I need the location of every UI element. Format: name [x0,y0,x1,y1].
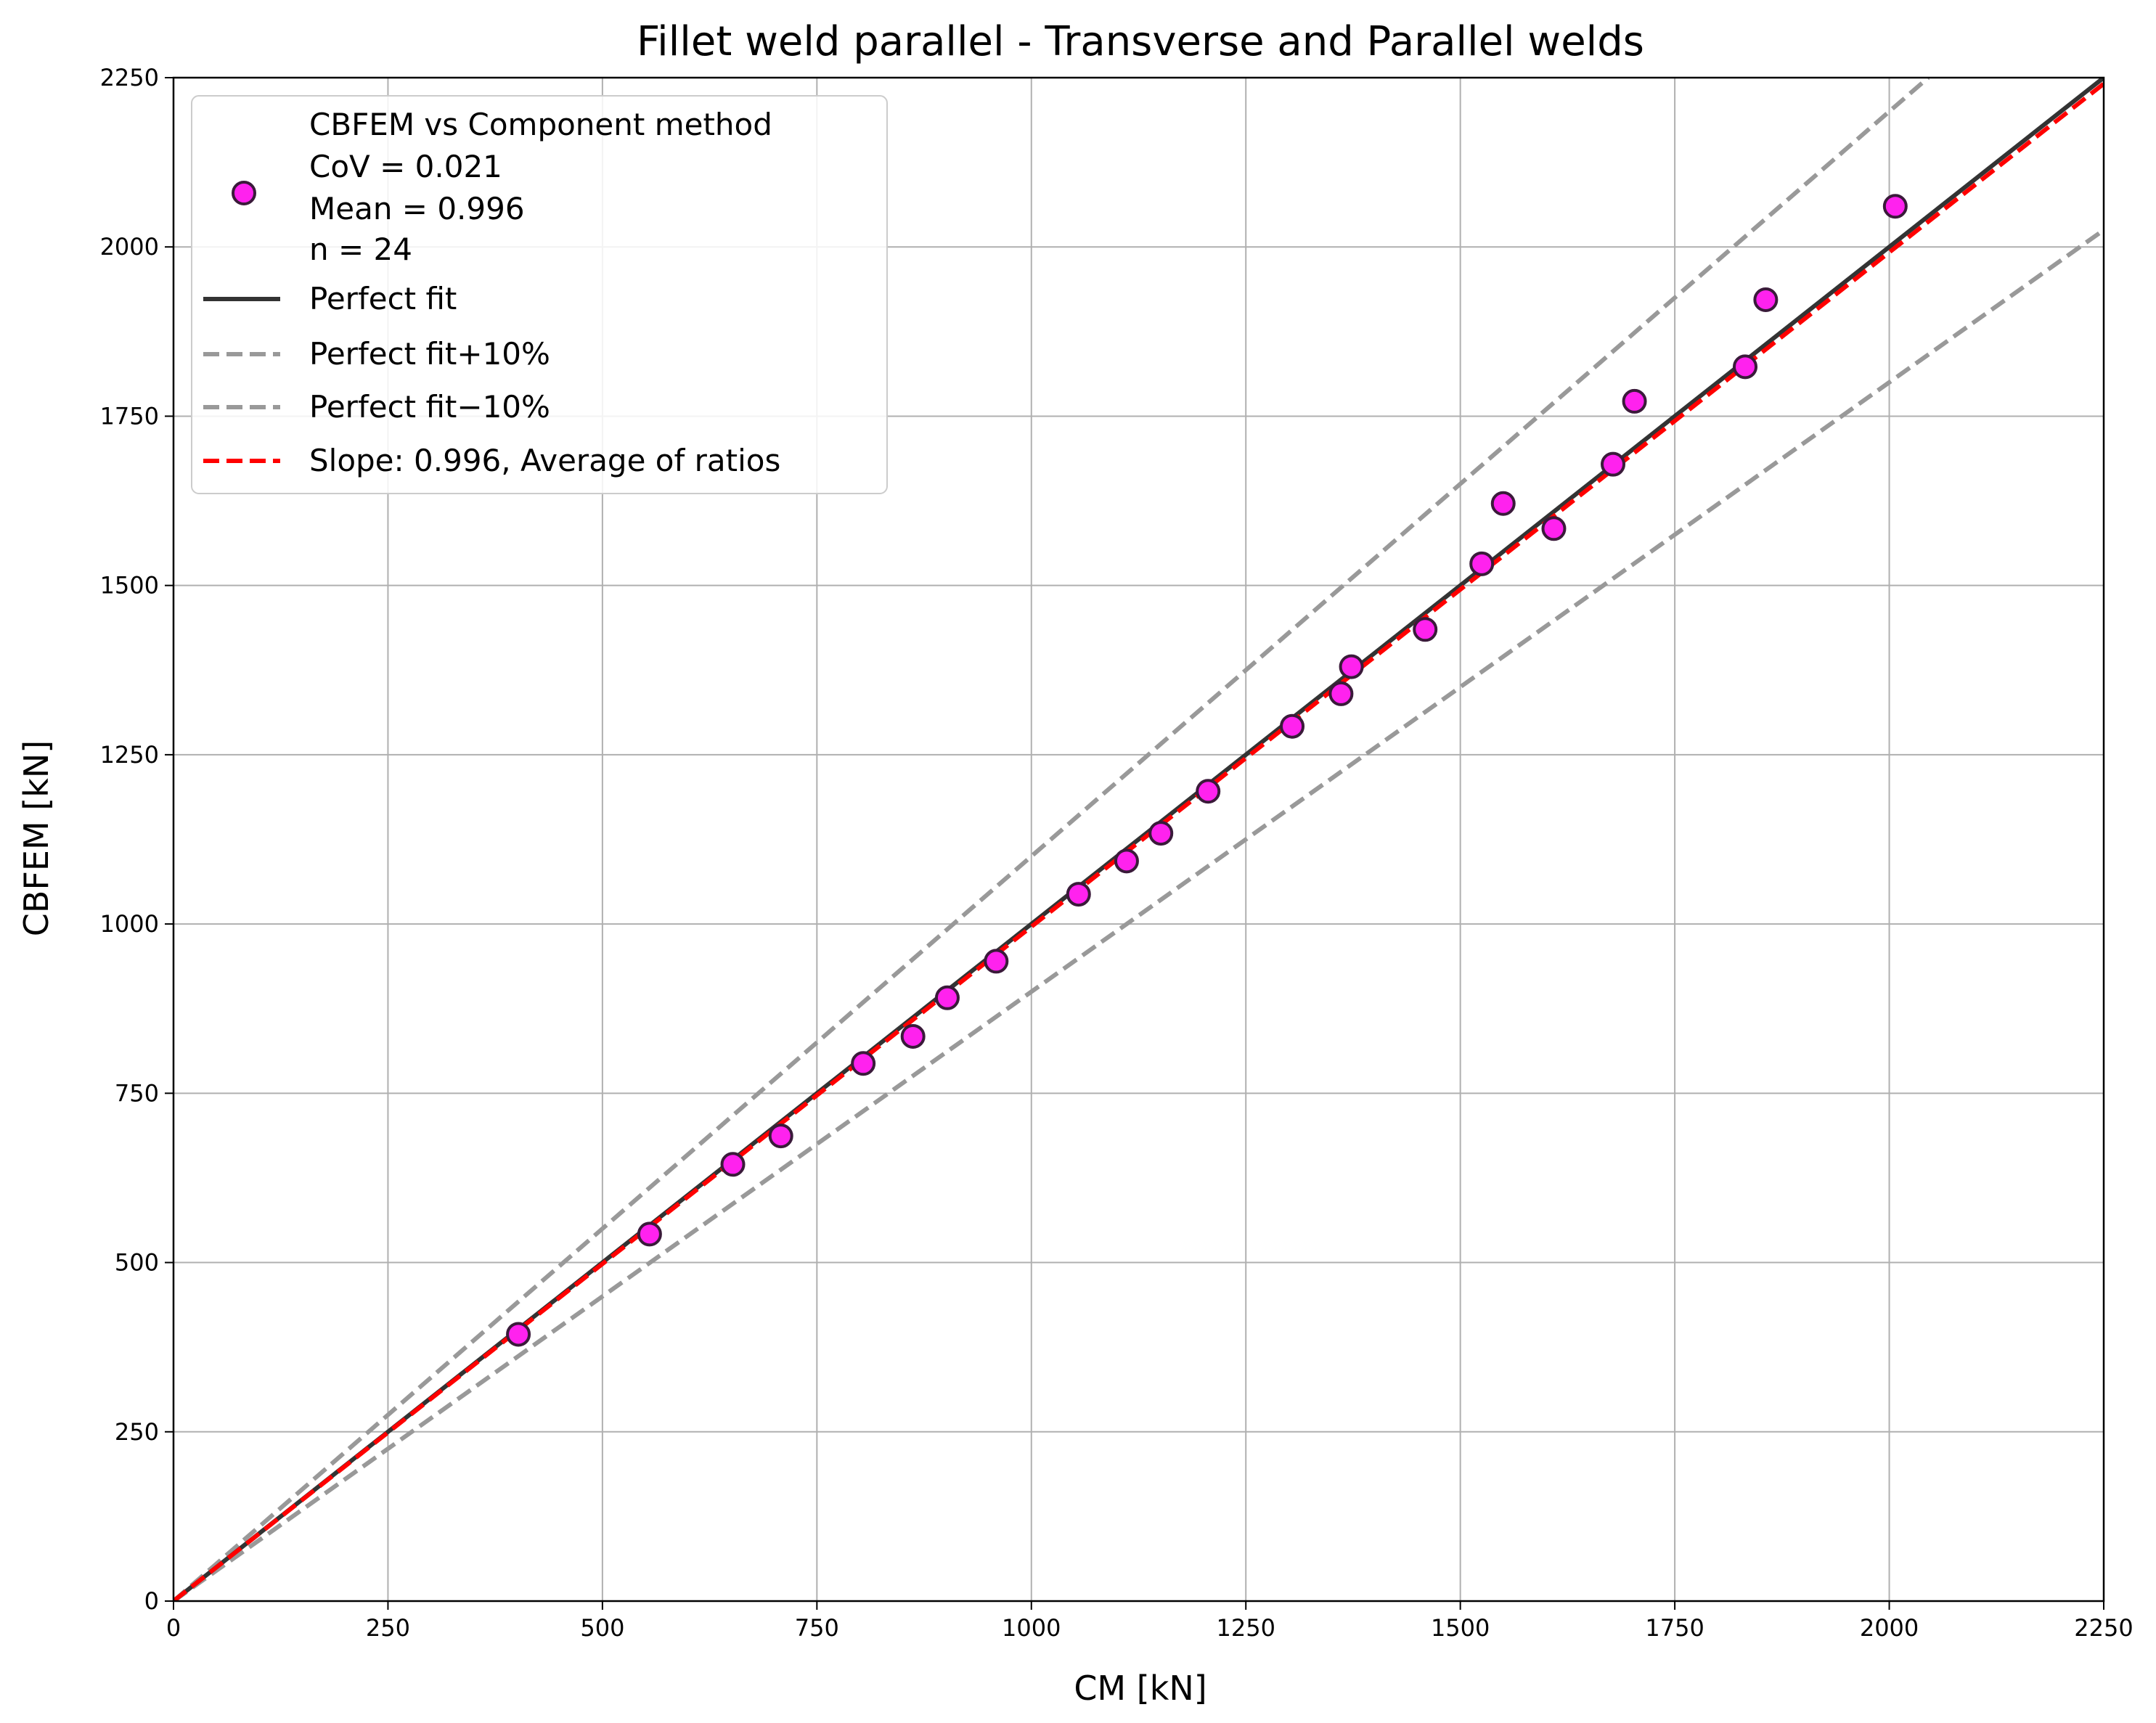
data-point [768,1124,793,1149]
data-point [900,1023,926,1049]
x-tick-label: 250 [366,1614,410,1642]
fit-line-1 [173,78,1930,1601]
y-tick-label: 1250 [100,741,159,769]
data-point [1541,516,1567,541]
fit-line-3 [173,82,2104,1601]
data-point [1328,681,1354,706]
x-tick-label: 1250 [1217,1614,1275,1642]
data-point [851,1051,876,1076]
data-point [1196,779,1221,804]
plot-frame [172,76,2105,1603]
data-point [1148,821,1174,846]
y-tick-label: 0 [144,1587,159,1615]
data-point [984,949,1009,974]
data-point [934,985,960,1010]
legend-scatter-line-3: Mean = 0.996 [309,191,525,226]
legend-box [191,95,888,494]
x-tick-label: 750 [795,1614,839,1642]
data-point [1114,848,1139,874]
data-point [506,1322,531,1347]
legend-scatter-line-1: CBFEM vs Component method [309,107,772,142]
data-point [1413,617,1438,642]
y-tick-label: 500 [115,1249,159,1277]
y-tick-label: 1000 [100,910,159,938]
y-tick-label: 2250 [100,64,159,91]
y-tick-label: 2000 [100,233,159,261]
data-point [1280,713,1305,739]
y-axis-label: CBFEM [kN] [17,740,56,936]
legend: CBFEM vs Component method CoV = 0.021 Me… [191,95,888,494]
legend-scatter-line-2: CoV = 0.021 [309,149,502,184]
axis-ticks: 0 250 500 750 1000 1250 1500 1750 2000 2250 0 250 50… [100,64,2133,1642]
x-tick-label: 500 [580,1614,624,1642]
y-tick-label: 250 [115,1418,159,1446]
data-point [1882,194,1908,219]
data-point [1733,354,1758,380]
data-point [720,1152,746,1177]
y-tick-label: 1500 [100,572,159,599]
x-tick-label: 1500 [1431,1614,1490,1642]
legend-scatter-line-4: n = 24 [309,232,412,267]
legend-label-plus-10: Perfect fit+10% [309,336,550,372]
x-tick-label: 1750 [1645,1614,1704,1642]
x-tick-label: 1000 [1002,1614,1061,1642]
y-tick-label: 750 [115,1079,159,1107]
x-axis-label: CM [kN] [1074,1669,1206,1708]
data-point [1469,551,1495,576]
data-point [1601,451,1626,477]
data-point [1066,882,1091,907]
data-point [637,1221,662,1247]
data-point [1622,388,1647,414]
legend-label-minus-10: Perfect fit−10% [309,389,550,425]
data-points [506,194,1908,1347]
data-point [1339,654,1364,679]
legend-label-perfect-fit: Perfect fit [309,281,457,316]
legend-label-average-slope: Slope: 0.996, Average of ratios [309,443,780,478]
chart-title: Fillet weld parallel - Transverse and Pa… [637,18,1644,65]
data-point [1490,491,1516,516]
legend-marker-scatter [232,181,256,205]
data-point [1753,287,1779,312]
y-tick-label: 1750 [100,402,159,430]
x-tick-label: 0 [166,1614,181,1642]
fit-lines [173,78,2104,1601]
x-tick-label: 2250 [2074,1614,2133,1642]
x-tick-label: 2000 [1860,1614,1919,1642]
